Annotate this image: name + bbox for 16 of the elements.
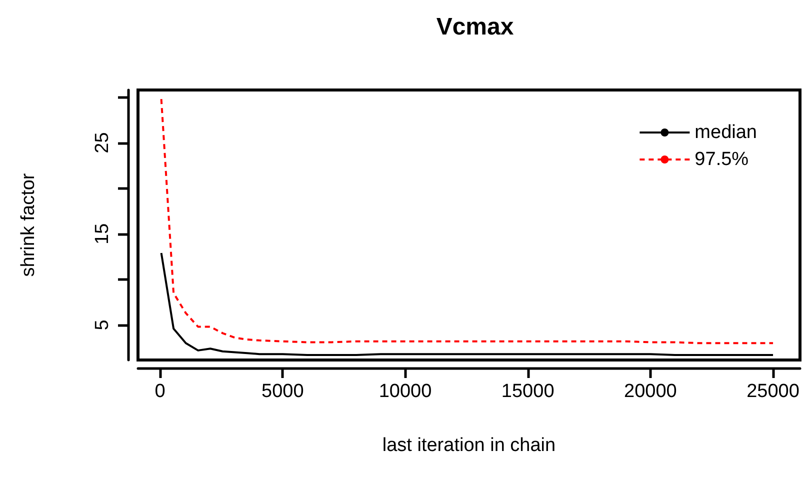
line-series [160, 98, 774, 344]
x-tick-label: 20000 [624, 381, 677, 402]
chart-title: Vcmax [436, 14, 514, 40]
y-tick-label: 15 [92, 223, 113, 244]
x-tick-label: 15000 [501, 381, 554, 402]
legend-label: median [694, 122, 758, 143]
x-tick-label: 0 [154, 381, 166, 402]
x-tick-label: 10000 [378, 381, 432, 402]
y-tick-label: 25 [92, 132, 113, 154]
x-tick-label: 25000 [746, 381, 800, 402]
x-tick-label: 5000 [262, 381, 304, 402]
line-series [160, 252, 774, 356]
legend-label: 97.5% [694, 149, 749, 170]
y-tick-label: 5 [92, 320, 113, 330]
x-axis-title: last iteration in chain [382, 435, 556, 456]
y-axis-title: shrink factor [18, 172, 39, 277]
